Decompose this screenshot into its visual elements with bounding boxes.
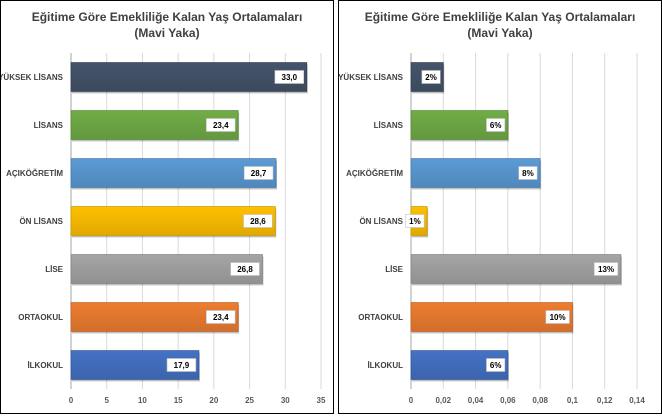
x-tick-label: 10 <box>138 396 147 405</box>
bar <box>410 254 622 284</box>
data-label: 28,6 <box>250 217 266 226</box>
data-label: 26,8 <box>237 265 253 274</box>
data-label-box <box>486 118 506 132</box>
data-label: 13% <box>598 265 614 274</box>
chart-panel-left: Eğitime Göre Emekliliğe Kalan Yaş Ortala… <box>0 0 334 414</box>
data-label: 23,4 <box>213 313 229 322</box>
chart-title: Eğitime Göre Emekliliğe Kalan Yaş Ortala… <box>32 10 303 24</box>
data-label: 8% <box>522 169 534 178</box>
category-label: YÜKSEK LİSANS <box>1 73 64 82</box>
category-label: LİSE <box>45 265 63 274</box>
x-tick-label: 0,04 <box>468 396 484 405</box>
x-tick-label: 15 <box>174 396 183 405</box>
data-label-box <box>518 166 538 180</box>
x-tick-label: 5 <box>104 396 109 405</box>
category-label: AÇIKÖĞRETİM <box>6 169 63 178</box>
bar <box>70 62 308 92</box>
x-tick-label: 0,08 <box>532 396 548 405</box>
data-label-box <box>243 214 273 228</box>
data-label: 28,7 <box>251 169 267 178</box>
chart-subtitle: (Mavi Yaka) <box>467 26 532 40</box>
x-tick-label: 0,14 <box>629 396 645 405</box>
data-label-box <box>405 214 425 228</box>
x-tick-label: 0 <box>409 396 414 405</box>
bar <box>70 158 277 188</box>
category-label: ORTAOKUL <box>358 313 403 322</box>
data-label-box <box>243 166 274 180</box>
data-label: 6% <box>490 361 502 370</box>
category-label: ÖN LİSANS <box>359 217 403 226</box>
data-label-box <box>206 118 236 132</box>
category-label: LİSANS <box>34 121 64 130</box>
chart-left-svg: Eğitime Göre Emekliliğe Kalan Yaş Ortala… <box>1 10 326 405</box>
category-label: ÖN LİSANS <box>19 217 63 226</box>
bar <box>70 206 276 236</box>
chart-title: Eğitime Göre Emekliliğe Kalan Yaş Ortala… <box>365 10 636 24</box>
data-label: 33,0 <box>282 73 298 82</box>
category-label: LİSE <box>385 265 403 274</box>
data-label: 6% <box>490 121 502 130</box>
data-label: 23,4 <box>213 121 229 130</box>
chart-right-svg: Eğitime Göre Emekliliğe Kalan Yaş Ortala… <box>339 10 645 405</box>
x-tick-label: 0,1 <box>567 396 579 405</box>
data-label-box <box>206 310 236 324</box>
x-tick-label: 35 <box>317 396 326 405</box>
x-tick-label: 0,12 <box>597 396 613 405</box>
category-label: ORTAOKUL <box>18 313 63 322</box>
data-label-box <box>486 358 506 372</box>
x-tick-label: 0,06 <box>500 396 516 405</box>
data-label: 10% <box>550 313 566 322</box>
data-label: 2% <box>425 73 437 82</box>
data-label-box <box>166 358 197 372</box>
data-label-box <box>421 70 441 84</box>
bar <box>410 302 573 332</box>
data-label: 17,9 <box>174 361 190 370</box>
category-label: İLKOKUL <box>27 361 63 370</box>
bar <box>410 110 509 140</box>
category-label: İLKOKUL <box>367 361 403 370</box>
category-label: LİSANS <box>374 121 404 130</box>
data-label-box <box>545 310 570 324</box>
x-tick-label: 20 <box>209 396 218 405</box>
data-label-box <box>593 262 619 276</box>
category-label: AÇIKÖĞRETİM <box>346 169 403 178</box>
data-label-box <box>230 262 260 276</box>
chart-subtitle: (Mavi Yaka) <box>134 26 199 40</box>
data-label: 1% <box>409 217 421 226</box>
x-tick-label: 0,02 <box>435 396 451 405</box>
x-tick-label: 30 <box>281 396 290 405</box>
x-tick-label: 0 <box>69 396 74 405</box>
chart-panel-right: Eğitime Göre Emekliliğe Kalan Yaş Ortala… <box>338 0 662 414</box>
data-label-box <box>274 70 305 84</box>
x-tick-label: 25 <box>245 396 254 405</box>
category-label: YÜKSEK LİSANS <box>339 73 404 82</box>
